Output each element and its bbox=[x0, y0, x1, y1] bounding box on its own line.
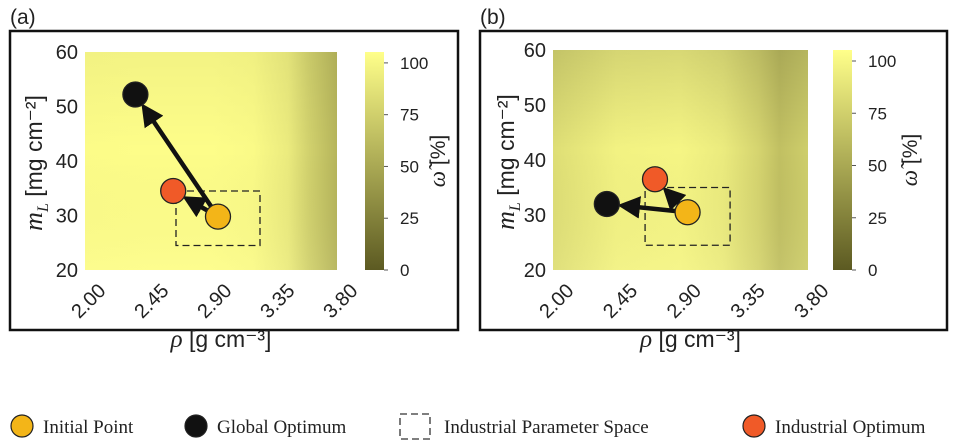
colorbar-tick-label: 0 bbox=[868, 261, 877, 280]
industrial-point bbox=[641, 166, 669, 193]
colorbar-label: ω̃ [%] bbox=[897, 134, 922, 186]
chart-panel-1: (a) 20 30 40 50 60 2.00 2.45 2.90 3.35 3.80 ρ [g cm… bbox=[8, 6, 460, 353]
x-axis-label: ρ [g cm⁻³] bbox=[170, 326, 272, 353]
x-tick-label: 2.90 bbox=[193, 280, 236, 323]
initial-point bbox=[674, 199, 701, 226]
x-axis-label: ρ [g cm⁻³] bbox=[639, 326, 741, 353]
legend-swatch bbox=[399, 413, 431, 440]
arrow-to-industrial bbox=[182, 196, 209, 218]
legend-label: Industrial Parameter Space bbox=[444, 417, 649, 438]
y-tick-label: 50 bbox=[56, 97, 78, 119]
x-tick-label: 3.80 bbox=[790, 280, 833, 323]
colorbar bbox=[833, 50, 852, 270]
colorbar-tick-label: 50 bbox=[400, 157, 419, 176]
y-tick-label: 50 bbox=[524, 95, 546, 117]
legend-item-initial: Initial Point bbox=[10, 414, 134, 438]
colorbar-tick-label: 75 bbox=[400, 106, 419, 125]
colorbar-tick-label: 50 bbox=[868, 157, 887, 176]
x-tick-label: 3.35 bbox=[727, 280, 770, 323]
panel-label: (b) bbox=[480, 6, 506, 29]
colorbar-tick-label: 25 bbox=[868, 209, 887, 228]
legend-item-industrial: Industrial Optimum bbox=[742, 414, 926, 438]
colorbar bbox=[365, 52, 384, 270]
y-tick-label: 30 bbox=[56, 206, 78, 228]
initial-point bbox=[204, 203, 232, 230]
legend-item-global: Global Optimum bbox=[184, 414, 347, 438]
heatmap-shading bbox=[553, 50, 808, 270]
y-tick-label: 60 bbox=[56, 42, 78, 64]
x-tick-label: 3.80 bbox=[319, 280, 362, 323]
y-tick-label: 40 bbox=[56, 151, 78, 173]
y-tick-label: 20 bbox=[524, 260, 546, 282]
legend-label: Industrial Optimum bbox=[775, 417, 926, 438]
panel-frame bbox=[478, 29, 949, 332]
x-tick-label: 3.35 bbox=[256, 280, 299, 323]
y-axis-label: mL [mg cm⁻²] bbox=[19, 95, 52, 231]
chart-panel-2: (b) 20 30 40 50 60 2.00 2.45 2.90 3.35 3.80 ρ [g cm… bbox=[478, 6, 949, 353]
panel-frame bbox=[8, 29, 460, 332]
industrial-point bbox=[160, 177, 187, 205]
arrow-to-industrial bbox=[662, 186, 687, 211]
panel-label: (a) bbox=[10, 6, 36, 29]
x-tick-label: 2.90 bbox=[663, 280, 706, 323]
industrial-parameter-space bbox=[644, 186, 731, 246]
global-point bbox=[122, 81, 149, 108]
global-point bbox=[593, 190, 620, 218]
x-tick-label: 2.00 bbox=[535, 280, 578, 323]
colorbar-tick-label: 100 bbox=[400, 54, 428, 73]
legend-swatch bbox=[742, 414, 766, 438]
legend-swatch bbox=[10, 414, 34, 438]
y-tick-label: 30 bbox=[524, 205, 546, 227]
colorbar-tick-label: 25 bbox=[400, 209, 419, 228]
legend-label: Global Optimum bbox=[217, 417, 347, 438]
y-axis-label: mL [mg cm⁻²] bbox=[491, 94, 524, 230]
x-tick-label: 2.00 bbox=[67, 280, 110, 323]
x-tick-label: 2.45 bbox=[599, 280, 642, 323]
colorbar-tick-label: 100 bbox=[868, 52, 896, 71]
arrow-to-global bbox=[141, 103, 213, 208]
y-tick-label: 20 bbox=[56, 260, 78, 282]
legend-label: Initial Point bbox=[43, 417, 134, 438]
y-tick-label: 60 bbox=[524, 40, 546, 62]
colorbar-tick-label: 75 bbox=[868, 104, 887, 123]
legend-item-space: Industrial Parameter Space bbox=[399, 413, 649, 440]
heatmap-shading bbox=[85, 52, 337, 270]
colorbar-label: ω̃ [%] bbox=[425, 135, 450, 187]
x-tick-label: 2.45 bbox=[130, 280, 173, 323]
colorbar-tick-label: 0 bbox=[400, 261, 409, 280]
legend-swatch bbox=[184, 414, 208, 438]
industrial-parameter-space bbox=[175, 190, 261, 247]
y-tick-label: 40 bbox=[524, 150, 546, 172]
